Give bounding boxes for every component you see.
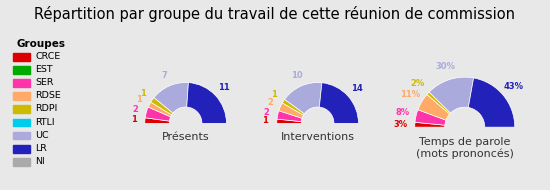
Wedge shape — [282, 99, 304, 115]
Wedge shape — [279, 103, 304, 118]
Text: 1: 1 — [140, 89, 146, 98]
Text: CRCE: CRCE — [36, 52, 61, 61]
Bar — [13, 132, 30, 139]
Wedge shape — [277, 119, 301, 123]
Text: 43%: 43% — [504, 82, 524, 91]
Wedge shape — [429, 77, 474, 113]
Bar — [13, 92, 30, 100]
Text: 11: 11 — [218, 83, 230, 92]
Text: 2: 2 — [267, 98, 273, 107]
Text: Interventions: Interventions — [280, 131, 355, 142]
Text: 30%: 30% — [436, 62, 455, 71]
Bar — [13, 158, 30, 166]
Text: Groupes: Groupes — [16, 40, 65, 49]
Bar — [13, 119, 30, 126]
Text: 10: 10 — [290, 71, 302, 80]
Text: NI: NI — [36, 157, 45, 166]
Bar — [13, 79, 30, 87]
Wedge shape — [148, 102, 172, 117]
Text: 14: 14 — [350, 84, 362, 93]
Wedge shape — [151, 98, 173, 115]
Text: LR: LR — [36, 144, 47, 153]
Text: EST: EST — [36, 65, 53, 74]
Text: 1: 1 — [262, 116, 268, 125]
Bar — [13, 105, 30, 113]
Wedge shape — [427, 92, 450, 114]
Text: 2%: 2% — [411, 79, 425, 88]
Wedge shape — [145, 118, 169, 123]
Bar — [13, 53, 30, 61]
Text: Temps de parole
(mots prononcés): Temps de parole (mots prononcés) — [416, 137, 514, 159]
Text: SER: SER — [36, 78, 54, 87]
Wedge shape — [154, 82, 189, 113]
Text: UC: UC — [36, 131, 49, 140]
Wedge shape — [415, 110, 446, 125]
Text: RTLI: RTLI — [36, 118, 55, 127]
Text: RDPI: RDPI — [36, 105, 58, 113]
Wedge shape — [320, 83, 359, 123]
Wedge shape — [145, 107, 170, 121]
Text: 8%: 8% — [395, 108, 409, 117]
Text: 7: 7 — [162, 71, 168, 80]
Wedge shape — [418, 94, 449, 120]
Wedge shape — [277, 111, 302, 122]
Wedge shape — [415, 122, 445, 127]
Text: RDSE: RDSE — [36, 91, 61, 100]
Text: Présents: Présents — [162, 131, 210, 142]
Text: 1: 1 — [271, 90, 277, 99]
Bar — [13, 145, 30, 153]
Bar — [13, 66, 30, 74]
Text: 3%: 3% — [394, 120, 408, 129]
Text: 2: 2 — [133, 105, 138, 114]
Wedge shape — [468, 78, 515, 127]
Wedge shape — [284, 82, 322, 114]
Wedge shape — [187, 83, 227, 123]
Text: 2: 2 — [263, 108, 270, 117]
Text: 1: 1 — [130, 115, 136, 124]
Text: 1: 1 — [136, 95, 142, 104]
Text: Répartition par groupe du travail de cette réunion de commission: Répartition par groupe du travail de cet… — [35, 6, 515, 22]
Text: 11%: 11% — [400, 90, 420, 99]
